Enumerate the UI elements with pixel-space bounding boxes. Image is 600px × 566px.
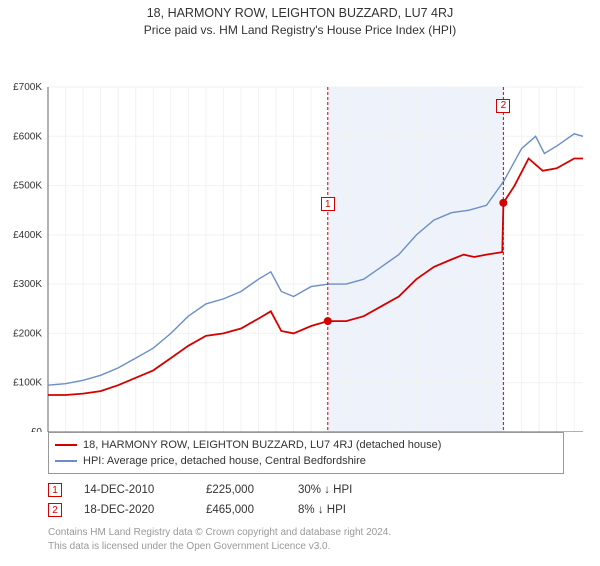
y-tick-label: £600K (13, 131, 42, 142)
footer-line-2: This data is licensed under the Open Gov… (48, 540, 564, 554)
sale-marker-cell: 2 (48, 503, 62, 517)
sale-date: 18-DEC-2020 (84, 504, 184, 516)
sale-row: 2 18-DEC-2020 £465,000 8% ↓ HPI (48, 500, 564, 520)
legend-item: HPI: Average price, detached house, Cent… (55, 453, 557, 469)
sale-marker-cell: 1 (48, 483, 62, 497)
sale-price: £465,000 (206, 504, 276, 516)
legend-label: 18, HARMONY ROW, LEIGHTON BUZZARD, LU7 4… (83, 439, 441, 451)
y-tick-label: £400K (13, 230, 42, 241)
legend-label: HPI: Average price, detached house, Cent… (83, 455, 366, 467)
sale-date: 14-DEC-2010 (84, 484, 184, 496)
y-tick-label: £300K (13, 279, 42, 290)
sale-marker-2: 2 (496, 99, 510, 113)
legend: 18, HARMONY ROW, LEIGHTON BUZZARD, LU7 4… (48, 432, 564, 474)
page-subtitle: Price paid vs. HM Land Registry's House … (0, 23, 600, 37)
legend-swatch (55, 444, 77, 446)
footer: Contains HM Land Registry data © Crown c… (48, 526, 564, 553)
sale-marker-1: 1 (321, 197, 335, 211)
line-chart: £0£100K£200K£300K£400K£500K£600K£700K199… (0, 37, 600, 432)
legend-swatch (55, 460, 77, 462)
footer-line-1: Contains HM Land Registry data © Crown c… (48, 526, 564, 540)
page-title: 18, HARMONY ROW, LEIGHTON BUZZARD, LU7 4… (0, 6, 600, 20)
y-tick-label: £700K (13, 82, 42, 93)
sales-table: 1 14-DEC-2010 £225,000 30% ↓ HPI 2 18-DEC-202… (48, 480, 564, 520)
sale-row: 1 14-DEC-2010 £225,000 30% ↓ HPI (48, 480, 564, 500)
y-tick-label: £0 (31, 427, 43, 432)
y-tick-label: £500K (13, 181, 42, 192)
legend-item: 18, HARMONY ROW, LEIGHTON BUZZARD, LU7 4… (55, 437, 557, 453)
y-tick-label: £100K (13, 378, 42, 389)
y-tick-label: £200K (13, 328, 42, 339)
sale-price: £225,000 (206, 484, 276, 496)
sale-diff: 30% ↓ HPI (298, 484, 408, 496)
sale-diff: 8% ↓ HPI (298, 504, 408, 516)
